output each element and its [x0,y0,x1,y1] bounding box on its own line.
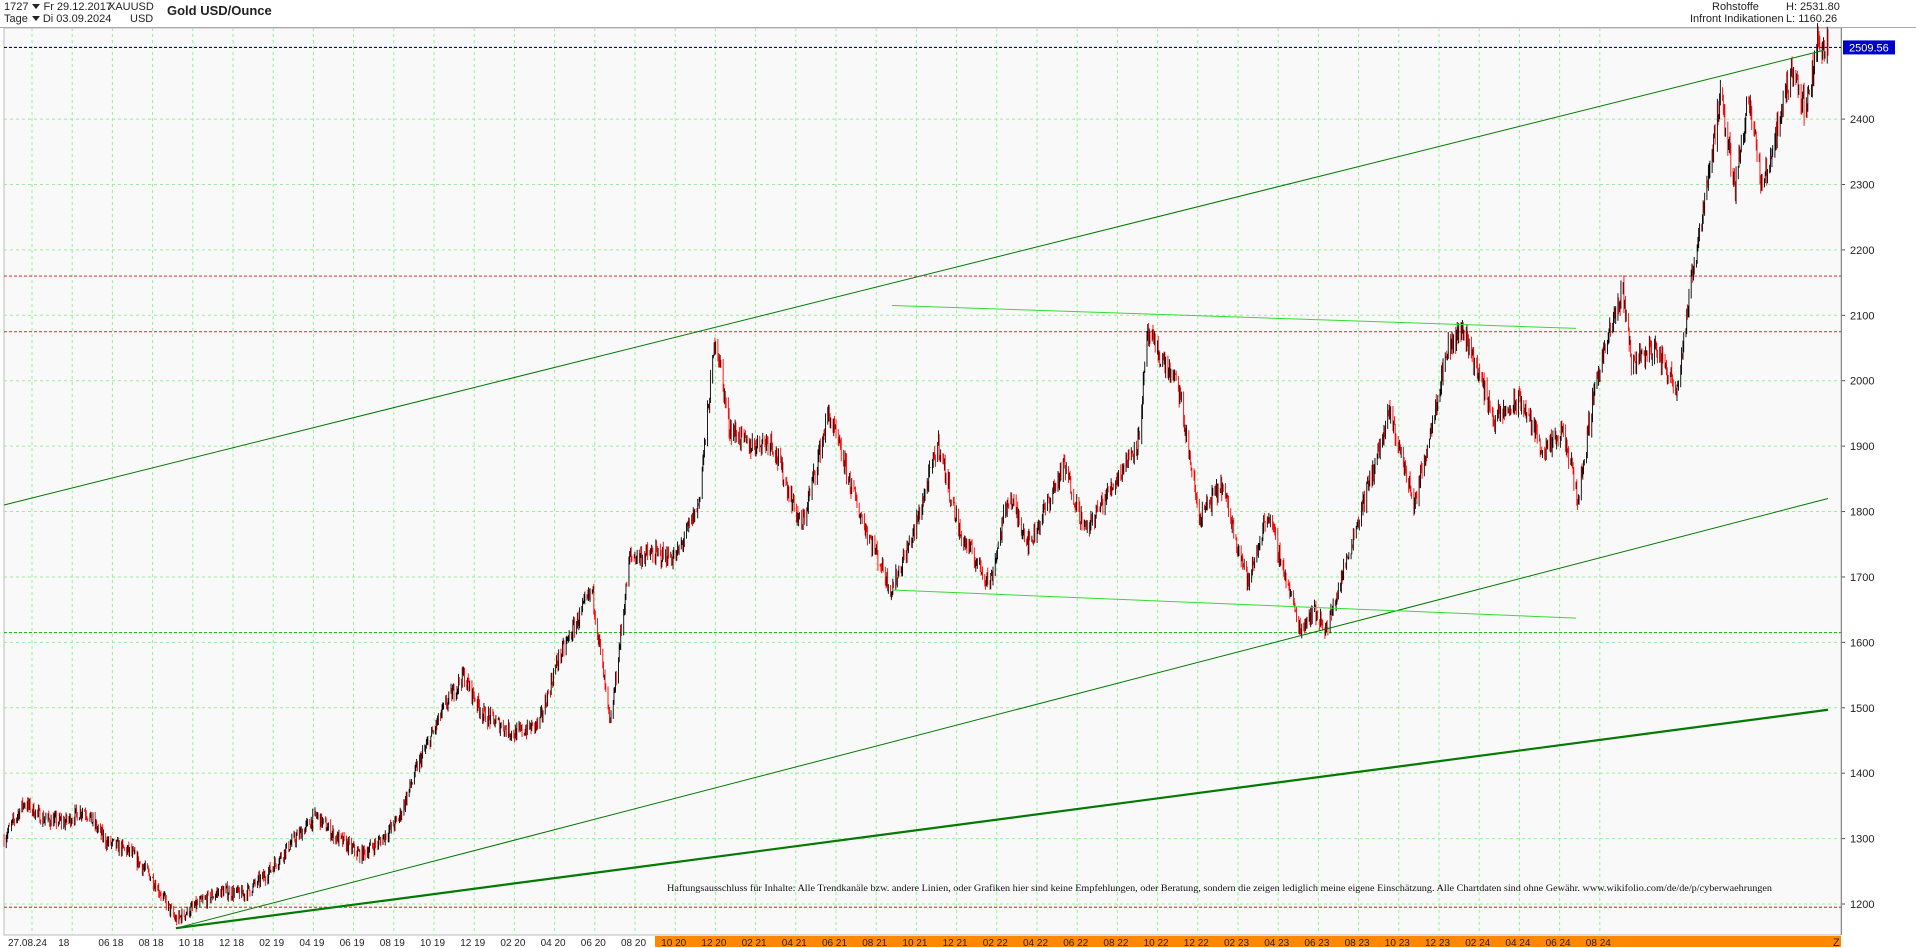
x-tick-label: 08 18 [139,938,164,948]
header-category: Rohstoffe [1712,1,1759,13]
x-tick-label: 08 24 [1586,938,1611,948]
x-tick-label: 18 [58,938,70,948]
y-tick-label: 1300 [1850,834,1874,846]
y-tick-label: 1500 [1850,703,1874,715]
y-tick-label: 2000 [1850,376,1874,388]
x-tick-label: 08 19 [380,938,405,948]
x-tick-label: 12 21 [943,938,968,948]
x-tick-label: 04 24 [1505,938,1530,948]
plot-area [3,27,1842,936]
x-tick-label: 10 19 [420,938,445,948]
y-tick-label: 2200 [1850,245,1874,257]
header-currency: USD [130,13,154,25]
x-tick-label: 12 20 [701,938,726,948]
x-tick-label: 12 18 [219,938,244,948]
z-label: Z [1833,937,1840,948]
trendline [3,49,1824,506]
chart-title: Gold USD/Ounce [167,3,272,18]
x-tick-label: 06 20 [581,938,606,948]
header-symbol: XAUUSD [108,1,154,13]
x-tick-label: 06 18 [98,938,123,948]
header-bars[interactable]: 1727 Fr 29.12.2017 [4,1,112,13]
header-source: Infront Indikationen [1690,13,1784,25]
y-tick-label: 2300 [1850,179,1874,191]
x-tick-label: 02 24 [1465,938,1490,948]
x-tick-label: 06 22 [1063,938,1088,948]
x-tick-label: 06 19 [340,938,365,948]
x-tick-label: 04 21 [782,938,807,948]
x-tick-label: 10 22 [1144,938,1169,948]
y-tick-label: 1700 [1850,572,1874,584]
x-tick-label: 06 24 [1546,938,1571,948]
y-tick-label: 2100 [1850,310,1874,322]
y-tick-label: 1600 [1850,637,1874,649]
x-tick-label: 08 22 [1103,938,1128,948]
y-tick-label: 1200 [1850,899,1874,911]
x-tick-label: 12 23 [1425,938,1450,948]
disclaimer-text: Haftungsausschluss für Inhalte: Alle Tre… [667,883,1772,894]
time-axis-band [655,936,1841,947]
x-tick-label: 10 18 [179,938,204,948]
x-tick-label: 12 19 [460,938,485,948]
trendline [892,589,1577,619]
header-low: L: 1160.26 [1786,13,1838,25]
x-tick-label: 04 22 [1023,938,1048,948]
x-tick-label: 06 23 [1304,938,1329,948]
last-price-label: 2509.56 [1849,42,1889,54]
x-tick-label: 12 22 [1184,938,1209,948]
y-tick-label: 1400 [1850,768,1874,780]
dropdown-arrow-icon [32,4,41,10]
x-tick-label: 02 19 [259,938,284,948]
x-tick-label: 08 21 [862,938,887,948]
x-tick-label: 10 20 [661,938,686,948]
x-tick-label: 04 20 [541,938,566,948]
x-tick-label: 02 23 [1224,938,1249,948]
x-tick-label: 06 21 [822,938,847,948]
trendline [175,708,1829,930]
y-tick-label: 1800 [1850,507,1874,519]
trendline [892,304,1577,329]
x-tick-label: 27.08.24 [8,938,47,948]
x-tick-label: 08 20 [621,938,646,948]
last-price-marker [1843,40,1895,55]
x-tick-label: 02 21 [742,938,767,948]
x-tick-label: 10 23 [1385,938,1410,948]
dropdown-arrow-icon [31,16,40,22]
candles-group [3,23,1829,926]
x-tick-label: 04 23 [1264,938,1289,948]
x-tick-label: 04 19 [299,938,324,948]
x-tick-label: 10 21 [902,938,927,948]
y-tick-label: 2400 [1850,114,1874,126]
x-tick-label: 02 20 [500,938,525,948]
y-tick-label: 1900 [1850,441,1874,453]
x-tick-label: 08 23 [1345,938,1370,948]
x-tick-label: 02 22 [983,938,1008,948]
trendline [175,497,1829,929]
header-high: H: 2531.80 [1786,1,1840,13]
header-period[interactable]: Tage Di 03.09.2024 [4,13,112,25]
